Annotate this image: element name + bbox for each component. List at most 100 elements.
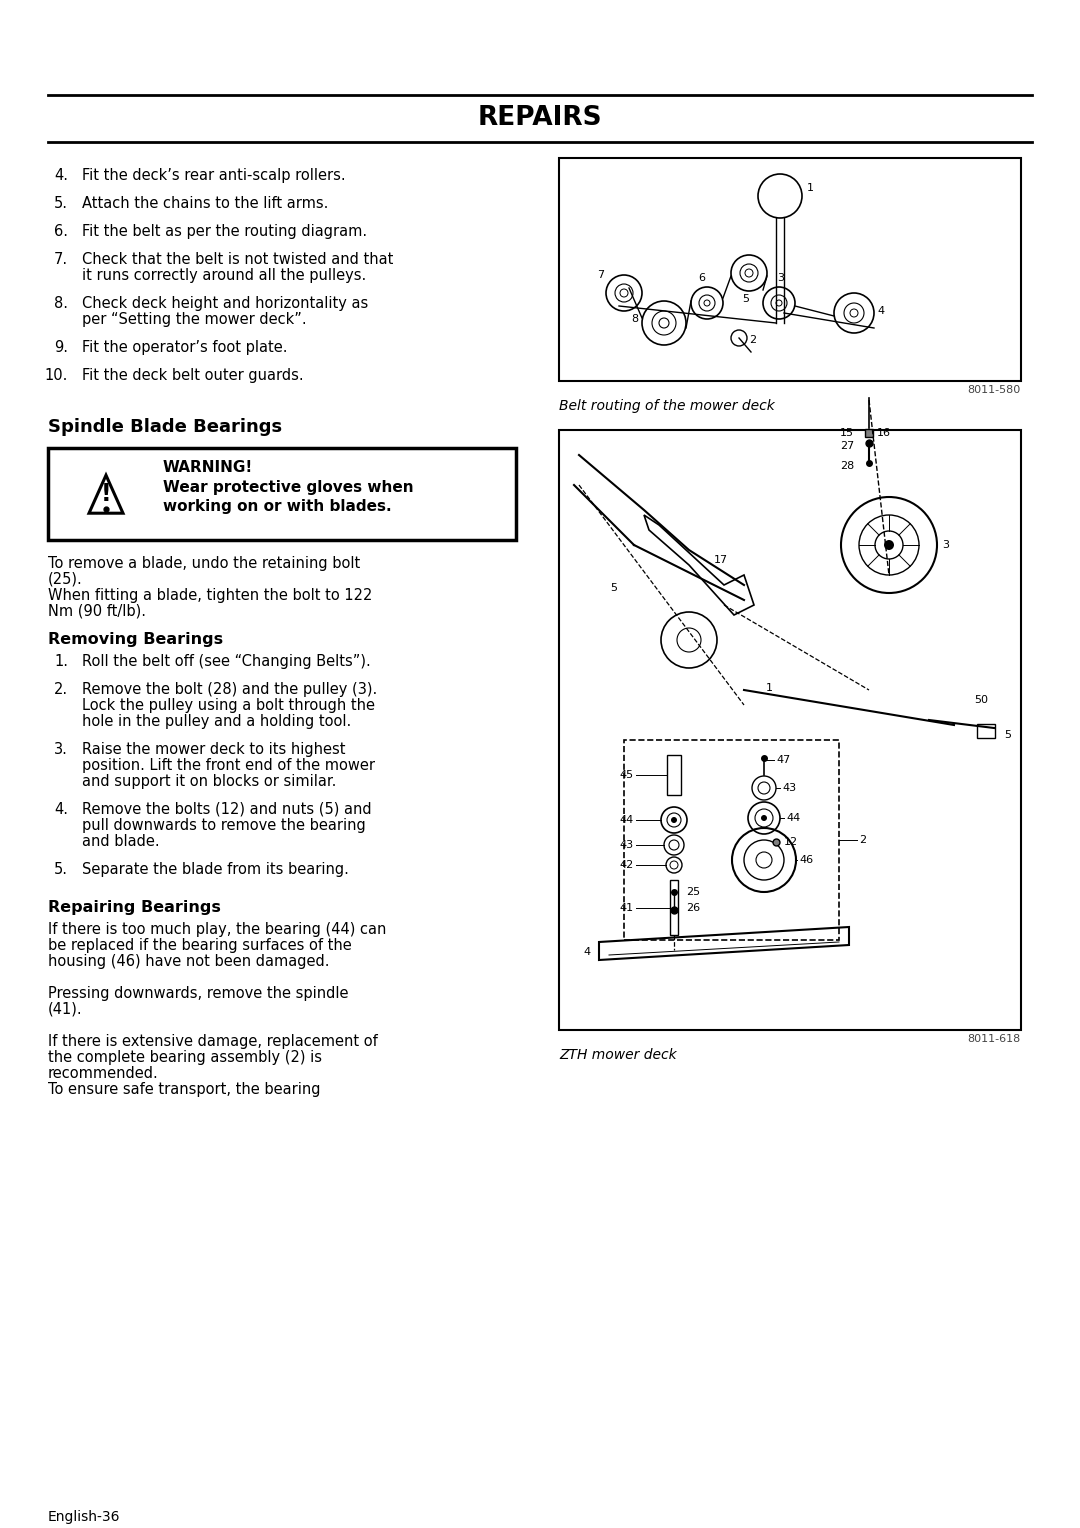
Text: 10.: 10. xyxy=(44,368,68,384)
Text: 1: 1 xyxy=(766,683,772,694)
Bar xyxy=(624,740,839,940)
Text: 7.: 7. xyxy=(54,252,68,267)
Text: Lock the pulley using a bolt through the: Lock the pulley using a bolt through the xyxy=(82,698,375,714)
Text: 5: 5 xyxy=(610,584,617,593)
Text: 5.: 5. xyxy=(54,862,68,877)
Text: 3: 3 xyxy=(942,539,949,550)
Text: ZTH mower deck: ZTH mower deck xyxy=(559,1048,677,1062)
Text: per “Setting the mower deck”.: per “Setting the mower deck”. xyxy=(82,312,307,327)
Text: 26: 26 xyxy=(686,903,700,914)
Bar xyxy=(559,429,1021,1030)
Text: 2.: 2. xyxy=(54,681,68,697)
Text: Check deck height and horizontality as: Check deck height and horizontality as xyxy=(82,296,368,312)
Text: Attach the chains to the lift arms.: Attach the chains to the lift arms. xyxy=(82,196,328,211)
Text: 6: 6 xyxy=(699,274,705,283)
Text: 5: 5 xyxy=(1004,730,1011,740)
Text: recommended.: recommended. xyxy=(48,1067,159,1080)
Text: 27: 27 xyxy=(840,442,854,451)
Bar xyxy=(667,755,681,795)
Text: pull downwards to remove the bearing: pull downwards to remove the bearing xyxy=(82,817,366,833)
Text: (41).: (41). xyxy=(48,1002,83,1018)
Text: 8011-580: 8011-580 xyxy=(968,385,1021,396)
Text: and blade.: and blade. xyxy=(82,834,160,850)
Bar xyxy=(977,724,995,738)
Text: When fitting a blade, tighten the bolt to 122: When fitting a blade, tighten the bolt t… xyxy=(48,588,373,604)
Text: 15: 15 xyxy=(840,428,854,439)
Text: position. Lift the front end of the mower: position. Lift the front end of the mowe… xyxy=(82,758,375,773)
Text: Fit the operator’s foot plate.: Fit the operator’s foot plate. xyxy=(82,341,287,354)
Text: 9.: 9. xyxy=(54,341,68,354)
Bar xyxy=(559,157,1021,380)
Text: it runs correctly around all the pulleys.: it runs correctly around all the pulleys… xyxy=(82,267,366,283)
Text: 6.: 6. xyxy=(54,225,68,238)
Text: 4: 4 xyxy=(877,306,885,316)
Text: Belt routing of the mower deck: Belt routing of the mower deck xyxy=(559,399,774,413)
Text: 2: 2 xyxy=(750,335,756,345)
Text: 44: 44 xyxy=(620,814,634,825)
Bar xyxy=(48,448,516,539)
Text: To ensure safe transport, the bearing: To ensure safe transport, the bearing xyxy=(48,1082,321,1097)
Circle shape xyxy=(761,814,767,821)
Text: 46: 46 xyxy=(799,856,813,865)
Text: 4.: 4. xyxy=(54,168,68,183)
Text: Removing Bearings: Removing Bearings xyxy=(48,633,224,646)
Text: working on or with blades.: working on or with blades. xyxy=(163,500,392,513)
Text: 1: 1 xyxy=(807,183,814,193)
Text: 5.: 5. xyxy=(54,196,68,211)
Text: 17: 17 xyxy=(714,555,728,565)
Text: 8: 8 xyxy=(631,313,638,324)
Text: Fit the deck belt outer guards.: Fit the deck belt outer guards. xyxy=(82,368,303,384)
Text: Spindle Blade Bearings: Spindle Blade Bearings xyxy=(48,419,282,435)
Circle shape xyxy=(885,539,894,550)
Text: 4: 4 xyxy=(584,947,591,957)
Text: If there is too much play, the bearing (44) can: If there is too much play, the bearing (… xyxy=(48,921,387,937)
Text: 41: 41 xyxy=(620,903,634,914)
Text: the complete bearing assembly (2) is: the complete bearing assembly (2) is xyxy=(48,1050,322,1065)
Text: Check that the belt is not twisted and that: Check that the belt is not twisted and t… xyxy=(82,252,393,267)
Text: Separate the blade from its bearing.: Separate the blade from its bearing. xyxy=(82,862,349,877)
Text: Remove the bolt (28) and the pulley (3).: Remove the bolt (28) and the pulley (3). xyxy=(82,681,377,697)
Text: 25: 25 xyxy=(686,886,700,897)
Text: 44: 44 xyxy=(786,813,800,824)
Text: housing (46) have not been damaged.: housing (46) have not been damaged. xyxy=(48,953,329,969)
Text: hole in the pulley and a holding tool.: hole in the pulley and a holding tool. xyxy=(82,714,351,729)
Text: Fit the belt as per the routing diagram.: Fit the belt as per the routing diagram. xyxy=(82,225,367,238)
Text: 1.: 1. xyxy=(54,654,68,669)
Text: 8011-618: 8011-618 xyxy=(968,1034,1021,1044)
Text: 3: 3 xyxy=(778,274,784,283)
Text: 50: 50 xyxy=(974,695,988,704)
Bar xyxy=(670,880,678,935)
Text: 28: 28 xyxy=(840,461,854,471)
Text: 8.: 8. xyxy=(54,296,68,312)
Text: Nm (90 ft/lb).: Nm (90 ft/lb). xyxy=(48,604,146,619)
Text: 7: 7 xyxy=(597,270,604,280)
Text: Remove the bolts (12) and nuts (5) and: Remove the bolts (12) and nuts (5) and xyxy=(82,802,372,817)
Text: 5: 5 xyxy=(743,293,750,304)
Text: Pressing downwards, remove the spindle: Pressing downwards, remove the spindle xyxy=(48,986,349,1001)
Text: !: ! xyxy=(100,481,111,506)
Text: To remove a blade, undo the retaining bolt: To remove a blade, undo the retaining bo… xyxy=(48,556,361,571)
Circle shape xyxy=(671,817,677,824)
Text: 4.: 4. xyxy=(54,802,68,817)
Text: WARNING!: WARNING! xyxy=(163,460,253,475)
Text: 42: 42 xyxy=(620,860,634,869)
Text: 3.: 3. xyxy=(54,743,68,756)
Text: Wear protective gloves when: Wear protective gloves when xyxy=(163,480,414,495)
Text: 12: 12 xyxy=(784,837,798,847)
Text: and support it on blocks or similar.: and support it on blocks or similar. xyxy=(82,775,336,788)
Text: Repairing Bearings: Repairing Bearings xyxy=(48,900,221,915)
Text: be replaced if the bearing surfaces of the: be replaced if the bearing surfaces of t… xyxy=(48,938,352,953)
Text: (25).: (25). xyxy=(48,571,83,587)
Text: 16: 16 xyxy=(877,428,891,439)
Text: Fit the deck’s rear anti-scalp rollers.: Fit the deck’s rear anti-scalp rollers. xyxy=(82,168,346,183)
Text: Raise the mower deck to its highest: Raise the mower deck to its highest xyxy=(82,743,346,756)
Text: 43: 43 xyxy=(620,840,634,850)
Text: Roll the belt off (see “Changing Belts”).: Roll the belt off (see “Changing Belts”)… xyxy=(82,654,370,669)
Text: If there is extensive damage, replacement of: If there is extensive damage, replacemen… xyxy=(48,1034,378,1050)
Text: REPAIRS: REPAIRS xyxy=(477,105,603,131)
Text: 43: 43 xyxy=(782,782,796,793)
Text: 2: 2 xyxy=(859,834,866,845)
Text: 45: 45 xyxy=(620,770,634,779)
Text: 47: 47 xyxy=(777,755,791,766)
Text: English-36: English-36 xyxy=(48,1510,121,1523)
